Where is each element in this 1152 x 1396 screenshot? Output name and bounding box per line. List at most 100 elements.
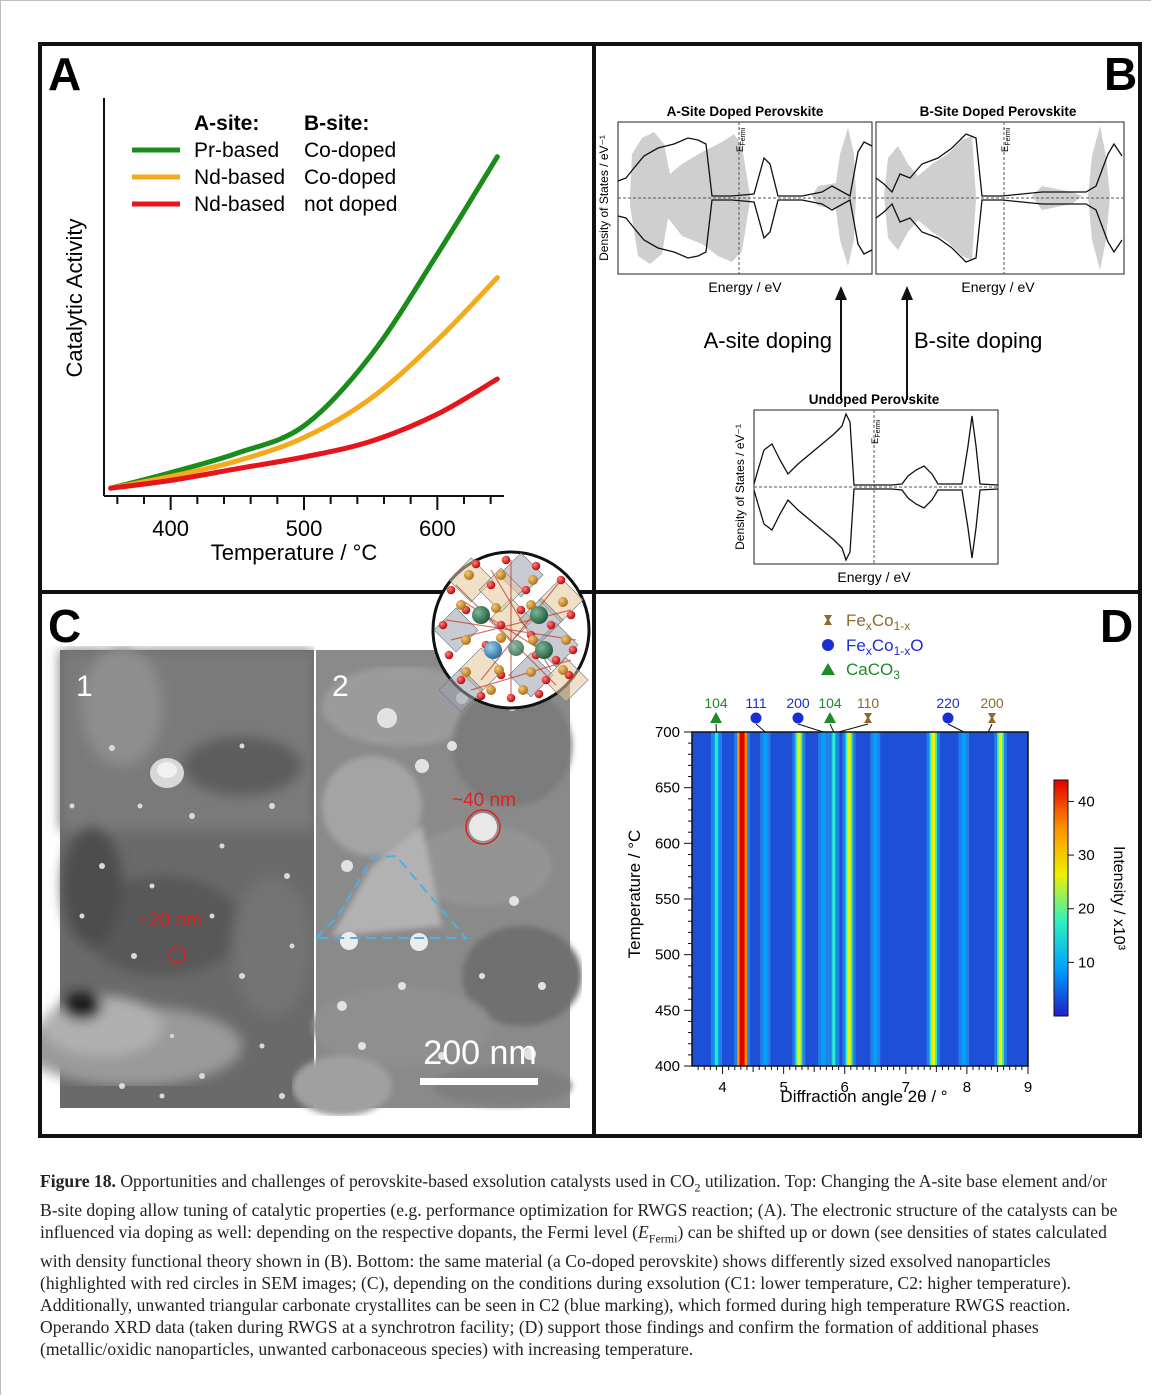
oxygen-atom — [568, 645, 578, 655]
particle2-size-label: ~40 nm — [452, 790, 516, 811]
oxygen-atom — [438, 620, 448, 630]
peak-leader-line — [947, 723, 965, 733]
reflection-core — [847, 732, 851, 1066]
b-site-atom — [496, 570, 506, 580]
arrow-a-label: A-site doping — [704, 328, 832, 353]
sem-image-1: 1 ~20 nm — [22, 646, 314, 1108]
dos-undoped-title: Undoped Perovskite — [809, 392, 940, 407]
octahedron — [543, 657, 589, 703]
perovskite-crystal-structure — [431, 550, 591, 713]
panel-c-letter: C — [48, 600, 81, 652]
a-site-atom — [472, 606, 490, 624]
peak-label: 200 — [980, 695, 1004, 711]
panel-a: A 400 500 600 Temperature / °C Catalytic A… — [48, 48, 504, 565]
arrow-b-label: B-site doping — [914, 328, 1042, 353]
colorbar-tick-label: 20 — [1078, 901, 1095, 918]
peak-symbol — [750, 712, 762, 724]
figure-frame: A 400 500 600 Temperature / °C Catalytic A… — [22, 42, 1142, 1138]
particle1-circle — [168, 946, 186, 964]
y-tick-label: 450 — [655, 1002, 680, 1019]
peak-symbol — [824, 712, 836, 723]
peak-label: 111 — [745, 695, 766, 711]
legend-symbol-fexco — [824, 615, 832, 625]
reflection-core — [962, 732, 966, 1066]
dos-a-title: A-Site Doped Perovskite — [667, 104, 824, 119]
panel-d-heatmap — [692, 732, 1028, 1066]
particle2-circle — [465, 809, 501, 845]
peak-leader-line — [755, 723, 766, 733]
figure-caption: Figure 18. Opportunities and challenges … — [40, 1170, 1120, 1361]
b-site-atom — [496, 633, 506, 643]
oxygen-atom — [456, 675, 466, 685]
dos-b-site-doped: B-Site Doped Perovskite EFermi Energy / … — [875, 104, 1125, 295]
panel-a-lines — [108, 154, 500, 491]
reflection-core — [764, 732, 767, 1066]
panel-d: D FexCo1-x FexCo1-xO CaCO3 104 111 200 104 1… — [625, 600, 1133, 1106]
legend-row1-a: Pr-based — [194, 139, 279, 162]
sem2-label: 2 — [332, 670, 349, 703]
figure-canvas: A 400 500 600 Temperature / °C Catalytic A… — [22, 46, 1138, 1134]
reflection-core — [998, 732, 1003, 1066]
octahedron — [478, 567, 524, 613]
dopant-atom — [484, 641, 502, 659]
scalebar-label: 200 nm — [423, 1034, 536, 1072]
bond — [480, 579, 562, 681]
legend-b-site-header: B-site: — [304, 112, 369, 135]
peak-label: 220 — [936, 695, 960, 711]
reflection-core — [874, 732, 877, 1066]
colorbar-tick-label: 10 — [1078, 954, 1095, 971]
panel-a-x-axis-title: Temperature / °C — [211, 540, 378, 565]
oxygen-atom — [506, 693, 516, 703]
dos-a-xlabel: Energy / eV — [708, 279, 782, 295]
b-site-atom — [461, 635, 471, 645]
legend-row2-a: Nd-based — [194, 166, 285, 189]
x-tick-label: 6 — [841, 1079, 849, 1096]
y-tick-label: 400 — [655, 1058, 680, 1075]
panel-d-legend: FexCo1-x FexCo1-xO CaCO3 — [821, 611, 923, 682]
caption-part-2: utilization. Top: Changing the A-site ba… — [40, 1171, 1118, 1242]
caption-italic: E — [638, 1221, 649, 1242]
b-site-atom — [518, 685, 528, 695]
legend-fexcoo: FexCo1-xO — [846, 636, 923, 658]
dos-undoped: Undoped Perovskite EFermi Energy / eV De… — [733, 392, 999, 585]
caption-part-1: Opportunities and challenges of perovski… — [115, 1171, 695, 1191]
dos-undoped-xlabel: Energy / eV — [837, 569, 911, 585]
reflection-core — [739, 732, 745, 1066]
b-site-atom — [528, 635, 538, 645]
b-site-atom — [526, 667, 536, 677]
dos-a-site-doped: A-Site Doped Perovskite EFermi Energy / … — [597, 104, 873, 295]
legend-symbol-caco3 — [821, 663, 835, 675]
b-site-atom — [456, 600, 466, 610]
oxygen-atom — [551, 655, 561, 665]
colorbar-label: Intensity / x10³ — [1110, 846, 1127, 951]
oxygen-atom — [566, 610, 576, 620]
x-tick-label: 5 — [779, 1079, 787, 1096]
a-site-atom — [508, 640, 524, 656]
oxygen-atom — [531, 561, 541, 571]
panel-a-series-line — [108, 376, 500, 491]
caption-part-3: ) can be shifted up or down (see densiti… — [40, 1221, 1107, 1360]
reflection-core — [822, 732, 825, 1066]
panel-b-letter: B — [1104, 48, 1137, 100]
oxygen-atom — [486, 580, 496, 590]
dos-a-fermi: EFermi — [735, 127, 747, 152]
panel-a-series-line — [108, 275, 500, 491]
a-site-atom — [535, 641, 553, 659]
b-site-atom — [558, 597, 568, 607]
a-site-atom — [530, 606, 548, 624]
panel-a-series-line — [108, 154, 500, 491]
oxygen-atom — [476, 691, 486, 701]
peak-label: 104 — [818, 695, 842, 711]
colorbar-tick-label: 40 — [1078, 793, 1095, 810]
reflection-core — [931, 732, 936, 1066]
oxygen-atom — [534, 689, 544, 699]
peak-label: 104 — [704, 695, 728, 711]
legend-row3-a: Nd-based — [194, 193, 285, 216]
y-tick-label: 650 — [655, 780, 680, 797]
oxygen-atom — [446, 585, 456, 595]
legend-fexco: FexCo1-x — [846, 611, 910, 633]
carbonate-triangle-marking — [315, 854, 469, 939]
panel-a-y-axis-title: Catalytic Activity — [62, 219, 87, 378]
panel-d-letter: D — [1100, 600, 1133, 652]
